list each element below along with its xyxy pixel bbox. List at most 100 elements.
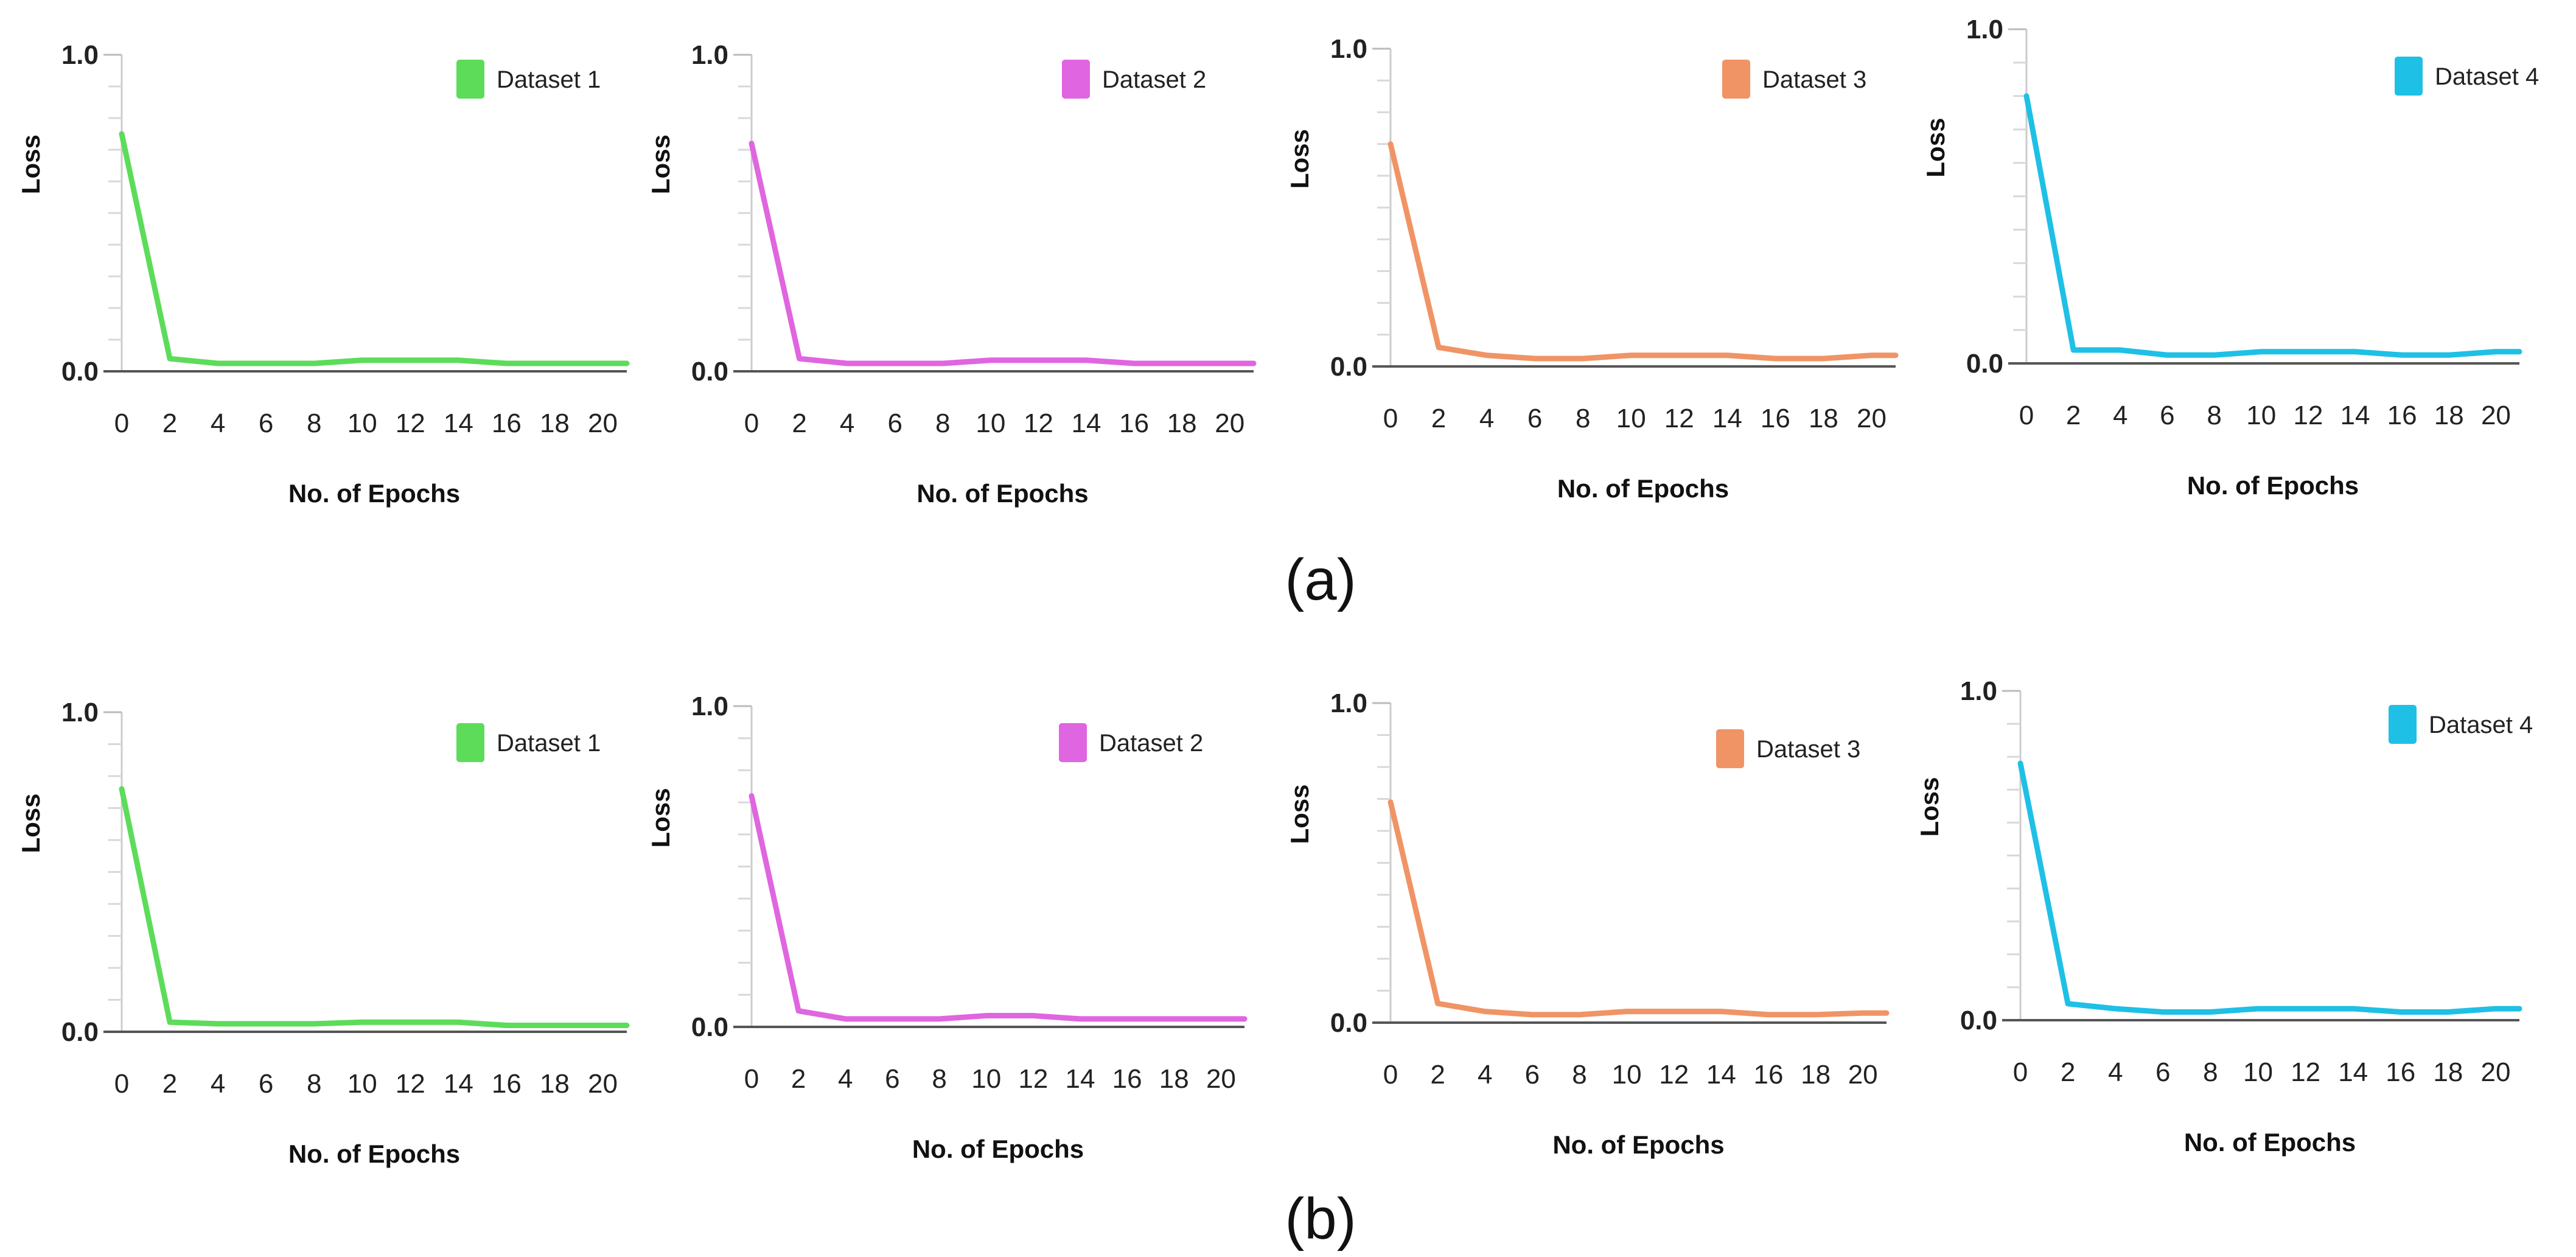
x-tick-label: 14 (1072, 408, 1101, 438)
x-tick-label: 18 (2434, 401, 2464, 430)
x-tick-label: 18 (540, 408, 570, 438)
x-tick-label: 10 (1616, 404, 1646, 433)
y-tick-label: 0.0 (61, 357, 99, 387)
x-tick-label: 18 (1159, 1064, 1189, 1094)
x-tick-label: 14 (444, 408, 473, 438)
series-line (749, 141, 1257, 366)
x-tick-label: 4 (2113, 401, 2127, 430)
x-tick-label: 4 (838, 1064, 853, 1094)
x-tick-label: 20 (2480, 1057, 2510, 1087)
x-tick-label: 20 (588, 1069, 618, 1099)
x-tick-label: 16 (492, 408, 522, 438)
legend-swatch (456, 60, 484, 99)
x-tick-label: 0 (744, 408, 759, 438)
chart-a-3: 0.0 1.0 0 2 4 6 8 10 12 14 16 18 20 No. of Epochs Loss… (1285, 34, 1899, 503)
x-axis-title: No. of Epochs (2187, 471, 2359, 500)
y-axis-title: Loss (1915, 777, 1944, 836)
legend-label: Dataset 1 (497, 730, 601, 757)
x-tick-label: 10 (2243, 1057, 2273, 1087)
x-tick-label: 6 (2160, 401, 2174, 430)
y-tick-label: 1.0 (1330, 34, 1367, 64)
series-line (119, 786, 630, 1028)
x-tick-label: 0 (2019, 401, 2034, 430)
x-tick-label: 6 (259, 1069, 273, 1099)
x-tick-label: 2 (162, 408, 177, 438)
x-tick-label: 2 (1431, 404, 1446, 433)
y-tick-label: 1.0 (1966, 15, 2003, 44)
y-tick-label: 0.0 (1966, 349, 2003, 379)
x-tick-label: 8 (1572, 1060, 1586, 1090)
y-axis-title: Loss (16, 793, 45, 853)
y-tick-label: 0.0 (1960, 1006, 1997, 1035)
legend-label: Dataset 2 (1099, 730, 1203, 757)
x-tick-label: 10 (1612, 1060, 1642, 1090)
x-tick-label: 18 (1167, 408, 1197, 438)
x-tick-label: 10 (2246, 401, 2276, 430)
x-tick-label: 14 (1712, 404, 1742, 433)
x-tick-label: 8 (1576, 404, 1590, 433)
chart-a-2: 0.0 1.0 0 2 4 6 8 10 12 14 16 18 20 No. of Epochs Loss… (646, 40, 1257, 508)
x-tick-label: 12 (1664, 404, 1694, 433)
y-axis-title: Loss (646, 135, 675, 194)
x-tick-label: 8 (2207, 401, 2221, 430)
x-tick-label: 4 (2108, 1057, 2123, 1087)
x-tick-label: 0 (1383, 404, 1398, 433)
x-tick-label: 6 (2155, 1057, 2170, 1087)
x-axis-title: No. of Epochs (1552, 1130, 1724, 1159)
x-tick-label: 0 (744, 1064, 759, 1094)
x-tick-label: 8 (932, 1064, 946, 1094)
x-axis-title: No. of Epochs (916, 479, 1088, 508)
legend-swatch (2395, 57, 2423, 96)
x-tick-label: 18 (1801, 1060, 1831, 1090)
x-tick-label: 16 (1119, 408, 1149, 438)
x-tick-label: 16 (492, 1069, 522, 1099)
x-tick-label: 10 (971, 1064, 1001, 1094)
x-tick-label: 20 (1206, 1064, 1236, 1094)
x-tick-label: 8 (307, 1069, 321, 1099)
x-tick-label: 14 (1706, 1060, 1736, 1090)
x-tick-label: 20 (588, 408, 618, 438)
legend-label: Dataset 1 (497, 66, 601, 93)
x-tick-label: 12 (2291, 1057, 2320, 1087)
x-tick-label: 16 (2386, 1057, 2415, 1087)
chart-a-4: 0.0 1.0 0 2 4 6 8 10 12 14 16 18 20 No. of Epochs Loss… (1921, 15, 2539, 500)
legend-label: Dataset 3 (1756, 736, 1860, 763)
x-tick-label: 14 (2340, 401, 2370, 430)
y-axis-title: Loss (16, 135, 45, 194)
x-tick-label: 18 (2433, 1057, 2463, 1087)
series-line (1387, 141, 1899, 362)
legend-swatch (1722, 60, 1750, 99)
legend-swatch (456, 723, 484, 762)
x-axis-title: No. of Epochs (1557, 474, 1729, 503)
legend-swatch (1716, 729, 1744, 768)
x-tick-label: 6 (885, 1064, 899, 1094)
x-tick-label: 0 (1383, 1060, 1398, 1090)
x-tick-label: 14 (444, 1069, 473, 1099)
y-axis-title: Loss (646, 788, 675, 847)
chart-a-1: 0.0 1.0 0 2 4 6 8 10 12 14 16 18 20 No. of Epochs Loss… (16, 40, 630, 508)
legend-label: Dataset 4 (2435, 63, 2539, 90)
legend-label: Dataset 2 (1102, 66, 1206, 93)
series-line (1387, 799, 1890, 1018)
legend-label: Dataset 3 (1762, 66, 1866, 93)
x-tick-label: 14 (1066, 1064, 1095, 1094)
chart-b-1: 0.0 1.0 0 2 4 6 8 10 12 14 16 18 20 No. of Epochs Loss… (16, 698, 630, 1168)
chart-b-3: 0.0 1.0 0 2 4 6 8 10 12 14 16 18 20 No. of Epochs Loss… (1285, 688, 1890, 1159)
x-tick-label: 20 (1848, 1060, 1878, 1090)
x-tick-label: 12 (396, 408, 425, 438)
x-tick-label: 10 (347, 408, 377, 438)
legend-label: Dataset 4 (2429, 712, 2533, 738)
y-axis-title: Loss (1285, 784, 1314, 844)
y-tick-label: 0.0 (61, 1017, 99, 1047)
x-tick-label: 8 (2203, 1057, 2218, 1087)
legend-swatch (1059, 723, 1087, 762)
y-axis-title: Loss (1921, 117, 1950, 177)
x-tick-label: 0 (114, 408, 129, 438)
x-tick-label: 16 (1761, 404, 1790, 433)
series-line (119, 131, 630, 366)
y-tick-label: 0.0 (691, 1012, 728, 1042)
x-tick-label: 2 (1430, 1060, 1445, 1090)
x-tick-label: 2 (791, 1064, 806, 1094)
